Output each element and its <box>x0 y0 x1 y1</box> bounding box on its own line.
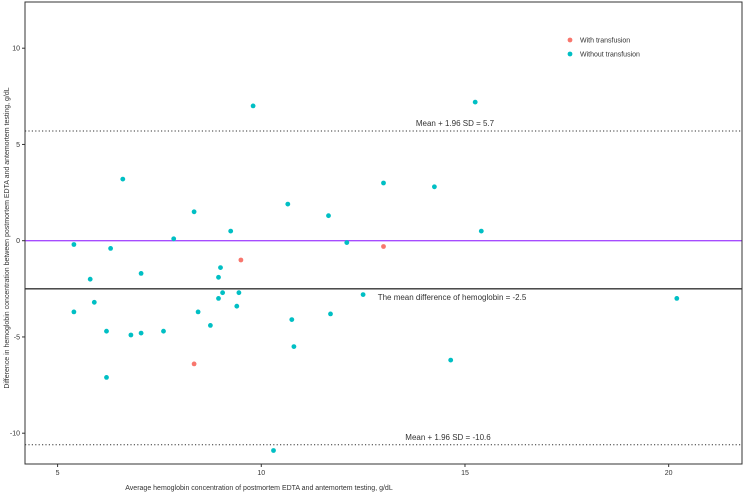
y-tick-label: 5 <box>16 142 20 149</box>
legend-swatch <box>567 37 573 43</box>
x-tick-label: 10 <box>257 470 265 477</box>
x-tick-label: 15 <box>461 470 469 477</box>
data-point <box>71 309 77 315</box>
y-tick-label: 0 <box>16 238 20 245</box>
data-point <box>108 246 113 251</box>
x-axis-label: Average hemoglobin concentration of post… <box>125 485 393 492</box>
data-point <box>220 290 226 296</box>
data-point <box>138 271 144 276</box>
data-point <box>285 201 291 207</box>
data-point <box>328 311 333 317</box>
data-point <box>128 332 134 338</box>
x-tick-label: 20 <box>665 470 673 477</box>
data-point <box>326 213 331 219</box>
data-point <box>238 257 244 263</box>
data-point <box>448 357 454 363</box>
data-point <box>381 180 386 186</box>
legend-label: With transfusion <box>580 38 630 45</box>
data-point <box>271 448 276 453</box>
data-point <box>432 184 437 190</box>
data-point <box>138 330 144 336</box>
y-tick-label: -10 <box>10 431 20 438</box>
reference-line-label-2: The mean difference of hemoglobin = -2.5 <box>378 293 527 302</box>
data-point <box>91 299 97 305</box>
data-point <box>218 265 223 270</box>
data-point <box>71 242 77 247</box>
data-point <box>216 274 221 280</box>
data-point <box>250 103 256 109</box>
legend-label: Without transfusion <box>580 52 640 59</box>
data-point <box>674 296 680 301</box>
data-point <box>104 375 109 380</box>
data-point <box>161 328 166 334</box>
plot-panel-border <box>24 1 743 465</box>
data-point <box>289 317 295 322</box>
reference-lines <box>25 130 742 446</box>
data-point <box>234 303 240 309</box>
data-point <box>120 176 126 182</box>
legend: With transfusion Without transfusion <box>567 37 640 59</box>
data-point <box>87 276 93 282</box>
axes: 5 10 15 20 10 5 0 -5 -10 <box>10 46 673 477</box>
y-axis-label: Difference in hemoglobin concentration b… <box>4 87 11 388</box>
data-point <box>228 228 234 234</box>
data-point <box>236 290 242 296</box>
data-point <box>360 292 366 297</box>
annotations: Mean + 1.96 SD = 5.7 The mean difference … <box>378 119 527 442</box>
x-tick-label: 5 <box>56 470 60 477</box>
data-point <box>208 323 213 328</box>
legend-swatch <box>567 51 573 57</box>
reference-line-label-0: Mean + 1.96 SD = 5.7 <box>416 119 495 128</box>
data-point <box>472 99 478 105</box>
data-point <box>195 309 201 315</box>
data-point <box>344 240 350 246</box>
data-point <box>381 244 386 249</box>
data-point <box>478 228 484 234</box>
data-point <box>291 344 297 349</box>
reference-line-label-3: Mean + 1.96 SD = -10.6 <box>405 433 491 442</box>
data-point <box>104 328 109 334</box>
data-point <box>216 296 221 301</box>
y-tick-label: -5 <box>14 334 20 341</box>
data-point <box>191 209 197 215</box>
data-point <box>191 361 197 367</box>
data-point <box>171 236 177 242</box>
y-tick-label: 10 <box>12 46 20 53</box>
data-points <box>71 99 680 453</box>
